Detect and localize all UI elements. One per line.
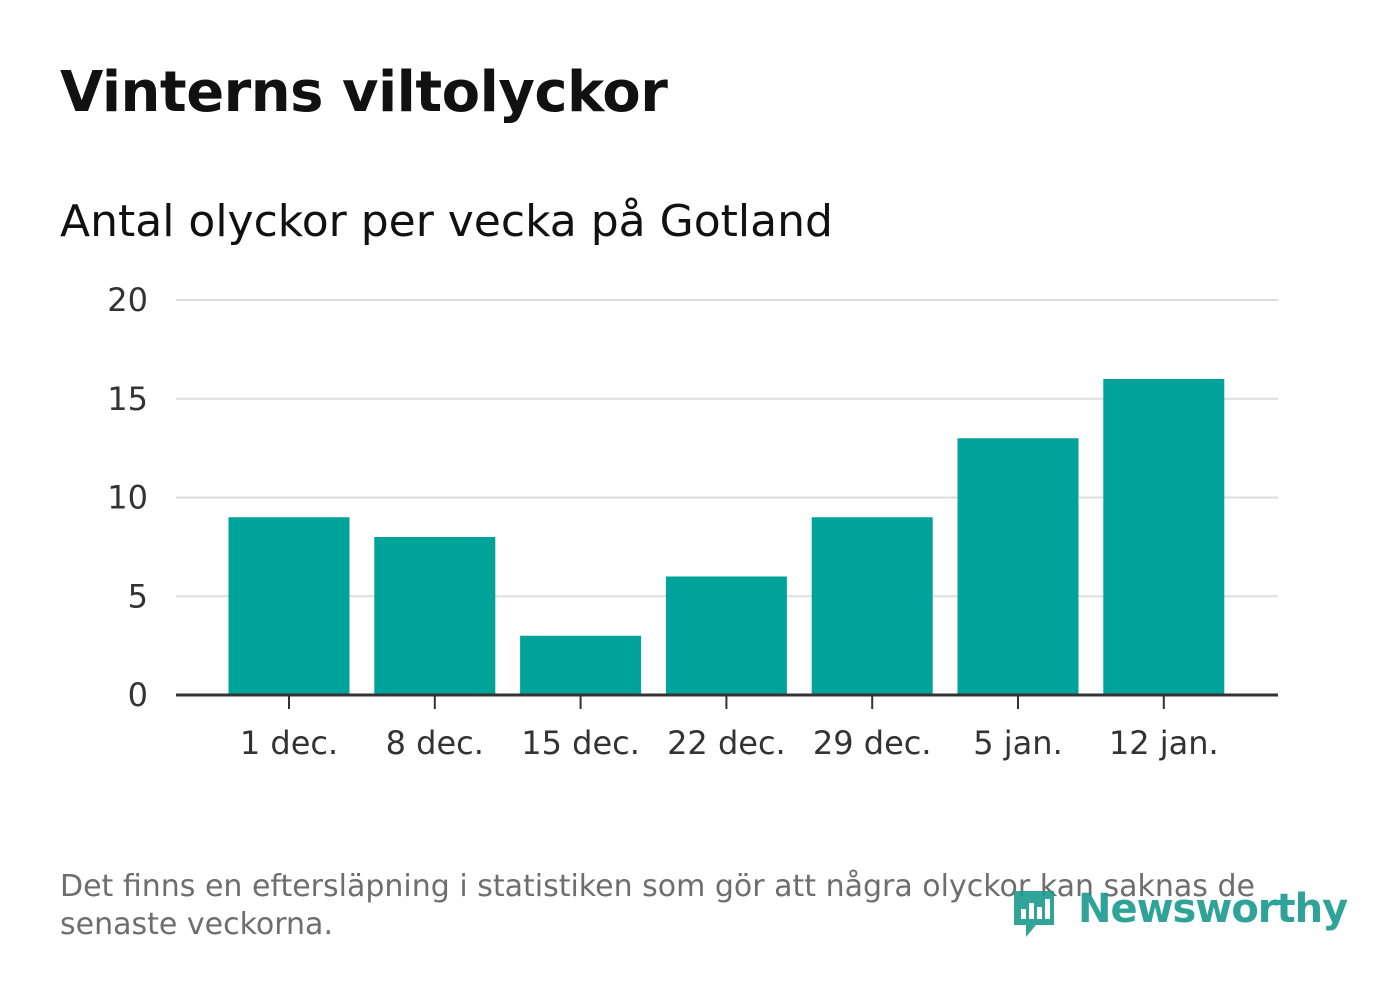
x-tick-label: 29 dec.	[813, 724, 932, 762]
x-tick-label: 12 jan.	[1109, 724, 1219, 762]
x-tick-label: 5 jan.	[973, 724, 1062, 762]
bars	[228, 379, 1225, 695]
bar	[665, 576, 787, 695]
y-tick-label: 20	[107, 281, 148, 319]
x-tick-label: 8 dec.	[386, 724, 484, 762]
newsworthy-logo: Newsworthy	[1010, 878, 1348, 940]
y-tick-label: 0	[128, 676, 148, 714]
bar	[811, 517, 933, 695]
y-tick-label: 10	[107, 479, 148, 517]
x-tick-label: 15 dec.	[521, 724, 640, 762]
bar	[957, 438, 1079, 695]
footnote: Det finns en eftersläpning i statistiken…	[60, 869, 1255, 942]
bar	[374, 537, 496, 695]
bar	[228, 517, 350, 695]
bar	[1103, 379, 1225, 695]
y-tick-label: 15	[107, 380, 148, 418]
y-axis-ticks: 0 5 10 15 20	[107, 281, 148, 714]
x-axis-ticks: 1 dec. 8 dec. 15 dec. 22 dec. 29 dec. 5 jan. 1…	[240, 695, 1219, 762]
bar	[520, 635, 642, 695]
y-tick-label: 5	[128, 577, 148, 615]
x-tick-label: 22 dec.	[667, 724, 786, 762]
x-tick-label: 1 dec.	[240, 724, 338, 762]
chart-title: Vinterns viltolyckor	[60, 60, 668, 125]
newsworthy-logo-text: Newsworthy	[1078, 886, 1348, 932]
chart-subtitle: Antal olyckor per vecka på Gotland	[60, 196, 833, 247]
newsworthy-logo-icon	[1010, 885, 1058, 937]
